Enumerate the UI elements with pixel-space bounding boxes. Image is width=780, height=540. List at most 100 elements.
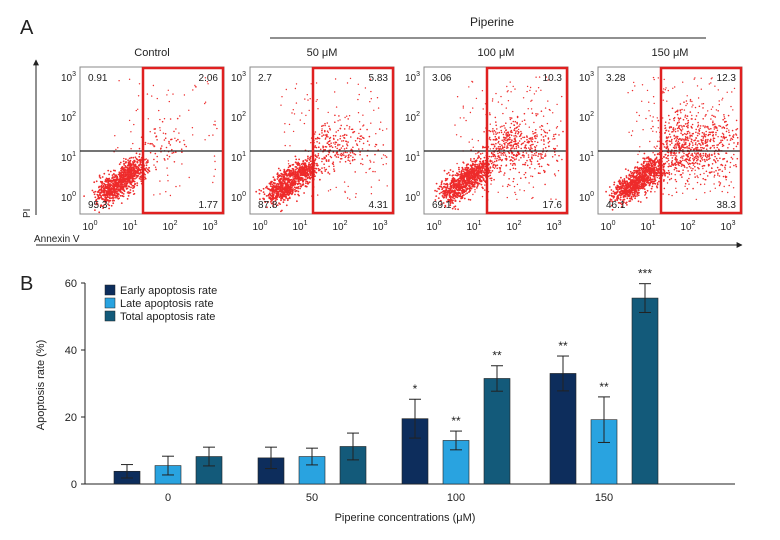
event-dot: [103, 187, 106, 190]
x-tick-exponent: 3: [558, 220, 562, 227]
event-dot: [518, 159, 520, 161]
y-tick-label: 100: [231, 191, 246, 204]
event-dot: [386, 128, 388, 130]
event-dot: [530, 100, 532, 102]
event-dot: [204, 139, 206, 141]
event-dot: [104, 185, 107, 188]
event-dot: [357, 98, 359, 101]
flow-plot-dots: [255, 77, 388, 213]
event-dot: [346, 144, 349, 147]
event-dot: [98, 193, 101, 196]
event-dot: [636, 195, 638, 197]
event-dot: [146, 93, 149, 95]
event-dot: [498, 151, 501, 154]
event-dot: [145, 158, 147, 160]
event-dot: [314, 131, 317, 133]
event-dot: [318, 146, 320, 148]
event-dot: [540, 89, 542, 92]
event-dot: [117, 147, 119, 149]
event-dot: [169, 144, 172, 146]
event-dot: [460, 185, 463, 188]
event-dot: [653, 180, 655, 183]
event-dot: [521, 154, 524, 157]
event-dot: [120, 202, 123, 205]
event-dot: [501, 103, 503, 106]
event-dot: [129, 189, 132, 191]
event-dot: [308, 109, 310, 112]
event-dot: [281, 179, 284, 181]
event-dot: [129, 176, 132, 179]
event-dot: [543, 129, 545, 131]
event-dot: [633, 167, 636, 169]
event-dot: [332, 142, 335, 144]
event-dot: [436, 190, 438, 193]
event-dot: [145, 164, 148, 167]
event-dot: [289, 185, 292, 188]
event-dot: [334, 114, 336, 117]
event-dot: [153, 145, 156, 147]
event-dot: [297, 180, 300, 183]
event-dot: [324, 134, 327, 136]
event-dot: [352, 146, 354, 149]
event-dot: [493, 155, 495, 158]
event-dot: [103, 183, 106, 186]
event-dot: [125, 184, 128, 186]
event-dot: [274, 179, 276, 182]
event-dot: [122, 160, 125, 163]
event-dot: [544, 135, 547, 137]
event-dot: [443, 185, 446, 188]
event-dot: [453, 206, 455, 208]
event-dot: [358, 121, 361, 123]
event-dot: [517, 146, 520, 148]
event-dot: [552, 112, 554, 114]
event-dot: [114, 175, 117, 178]
event-dot: [107, 169, 110, 172]
event-dot: [526, 90, 528, 93]
event-dot: [338, 148, 341, 151]
event-dot: [474, 180, 476, 183]
event-dot: [475, 167, 478, 170]
event-dot: [470, 173, 473, 175]
event-dot: [462, 183, 465, 186]
event-dot: [481, 90, 484, 92]
event-dot: [468, 172, 470, 174]
event-dot: [304, 165, 307, 168]
event-dot: [470, 159, 472, 162]
quadrant-lr-value: 1.77: [199, 200, 219, 211]
event-dot: [112, 173, 115, 175]
event-dot: [715, 157, 718, 160]
event-dot: [130, 156, 133, 159]
event-dot: [345, 140, 348, 143]
event-dot: [339, 119, 341, 121]
event-dot: [533, 93, 536, 95]
event-dot: [214, 160, 216, 163]
event-dot: [537, 153, 540, 155]
event-dot: [535, 145, 538, 147]
event-dot: [562, 130, 564, 133]
event-dot: [520, 132, 523, 135]
event-dot: [288, 174, 291, 177]
event-dot: [165, 146, 168, 149]
event-dot: [530, 108, 533, 110]
event-dot: [115, 148, 117, 151]
event-dot: [540, 133, 543, 136]
event-dot: [122, 173, 125, 176]
event-dot: [309, 174, 312, 177]
event-dot: [285, 185, 288, 188]
event-dot: [329, 127, 331, 130]
event-dot: [114, 196, 116, 199]
event-dot: [102, 204, 105, 207]
event-dot: [321, 128, 323, 130]
event-dot: [303, 163, 305, 166]
event-dot: [517, 128, 520, 131]
event-dot: [518, 171, 520, 174]
event-dot: [128, 119, 131, 122]
event-dot: [180, 148, 183, 150]
event-dot: [561, 158, 563, 161]
event-dot: [292, 169, 295, 172]
event-dot: [369, 159, 371, 162]
event-dot: [183, 139, 185, 142]
event-dot: [332, 137, 335, 140]
event-dot: [456, 185, 459, 188]
event-dot: [344, 160, 347, 163]
